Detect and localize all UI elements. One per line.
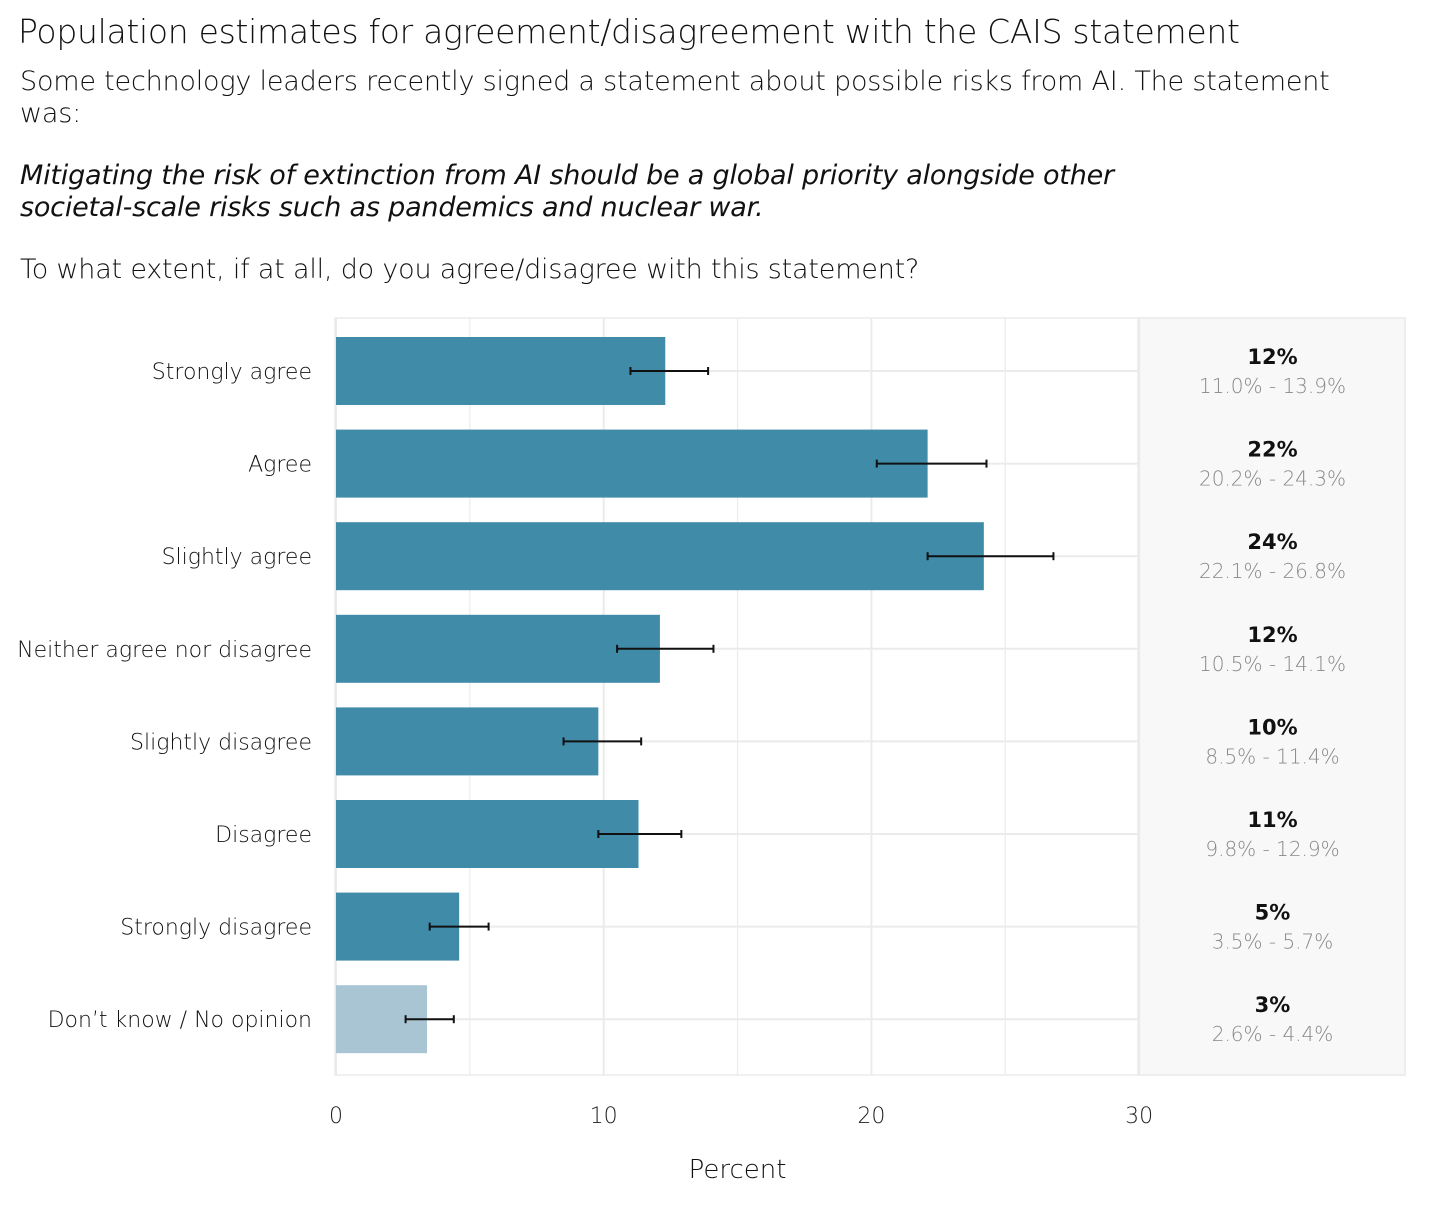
- x-axis-ticks: 0 10 20 30: [329, 1104, 1153, 1129]
- x-axis-label: Percent: [689, 1155, 787, 1185]
- category-label: Strongly disagree: [120, 916, 312, 941]
- category-label: Strongly agree: [152, 360, 312, 385]
- statement-quote: Mitigating the risk of extinction from A…: [20, 160, 1114, 223]
- error-bars: [404, 367, 1055, 1024]
- bar: [336, 522, 984, 591]
- x-tick-label: 0: [329, 1104, 343, 1129]
- ci-label: 2.6% - 4.4%: [1212, 1022, 1334, 1046]
- bar: [336, 614, 660, 683]
- category-label: Slightly agree: [162, 545, 312, 570]
- ci-label: 3.5% - 5.7%: [1212, 930, 1334, 954]
- estimate-labels: 12% 11.0% - 13.9% 22% 20.2% - 24.3% 24% 22.1%…: [1199, 345, 1346, 1046]
- value-label: 3%: [1255, 993, 1291, 1017]
- category-label: Disagree: [215, 823, 312, 848]
- value-label: 11%: [1247, 808, 1297, 832]
- chart-title: Population estimates for agreement/disag…: [18, 12, 1240, 51]
- category-label: Slightly disagree: [130, 730, 312, 755]
- bar: [336, 337, 666, 405]
- category-label: Don’t know / No opinion: [48, 1008, 312, 1033]
- x-tick-label: 10: [590, 1104, 618, 1129]
- bars: [336, 337, 984, 1054]
- bar: [336, 800, 639, 868]
- ci-label: 10.5% - 14.1%: [1199, 652, 1346, 676]
- value-label: 22%: [1247, 438, 1297, 462]
- value-label: 12%: [1247, 345, 1297, 369]
- category-label: Agree: [248, 453, 312, 478]
- value-label: 5%: [1255, 901, 1291, 925]
- ci-label: 9.8% - 12.9%: [1205, 837, 1339, 861]
- ci-label: 11.0% - 13.9%: [1199, 374, 1346, 398]
- bar: [336, 707, 599, 776]
- x-tick-label: 20: [857, 1104, 885, 1129]
- value-label: 10%: [1247, 715, 1297, 739]
- ci-label: 8.5% - 11.4%: [1205, 744, 1339, 768]
- bar: [336, 429, 928, 498]
- value-label: 12%: [1247, 623, 1297, 647]
- ci-label: 20.2% - 24.3%: [1199, 467, 1346, 491]
- value-label: 24%: [1247, 530, 1297, 554]
- estimate-label-panel: [1137, 317, 1406, 1076]
- category-labels: Strongly agree Agree Slightly agree Neither…: [17, 360, 312, 1033]
- category-label: Neither agree nor disagree: [17, 638, 312, 663]
- ci-label: 22.1% - 26.8%: [1199, 559, 1346, 583]
- x-tick-label: 30: [1125, 1104, 1153, 1129]
- chart-subtitle: Some technology leaders recently signed …: [20, 66, 1330, 129]
- survey-question: To what extent, if at all, do you agree/…: [20, 254, 920, 285]
